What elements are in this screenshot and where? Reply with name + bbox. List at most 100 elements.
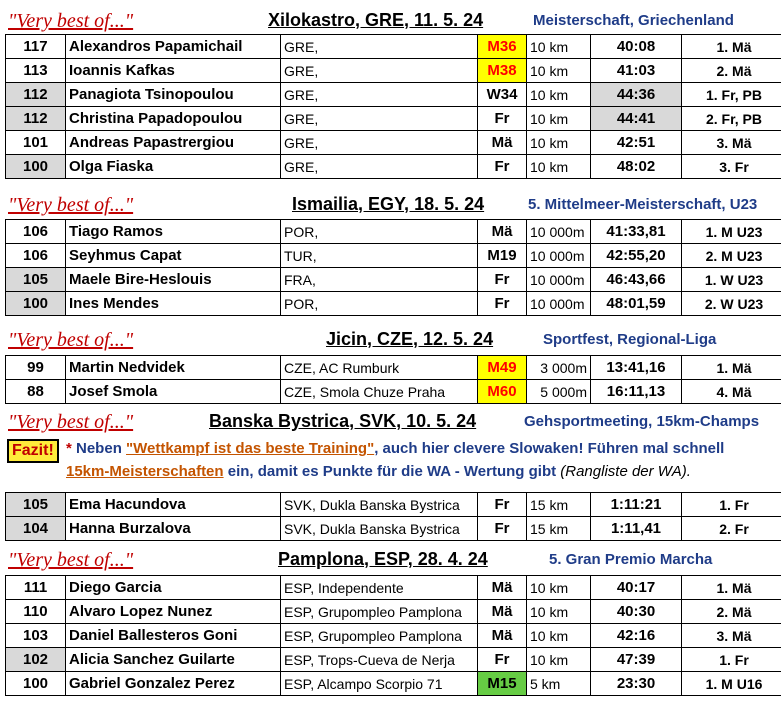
nation-club: TUR,: [280, 243, 478, 268]
nation-club: ESP, Trops-Cueva de Nerja: [280, 647, 478, 672]
section-header-jicin: "Very best of..." Jicin, CZE, 12. 5. 24 …: [0, 327, 781, 351]
category-badge: M15: [477, 671, 527, 696]
results-table-banska-bystrica: 105 Ema Hacundova SVK, Dukla Banska Byst…: [5, 492, 781, 541]
nation-club: ESP, Grupompleo Pamplona: [280, 623, 478, 648]
category-badge: Fr: [477, 516, 527, 541]
points-cell: 100: [5, 671, 66, 696]
section-header-xilokastro: "Very best of..." Xilokastro, GRE, 11. 5…: [0, 8, 781, 32]
category-badge: Mä: [477, 219, 527, 244]
nation-club: ESP, Alcampo Scorpio 71: [280, 671, 478, 696]
placing-cell: 2. Fr, PB: [681, 106, 781, 131]
nation-club: GRE,: [280, 106, 478, 131]
very-best-of-label: "Very best of...": [8, 329, 134, 351]
time-cell: 46:43,66: [590, 267, 682, 292]
distance-cell: 10 000m: [526, 219, 591, 244]
fazit-text-1: Neben: [71, 440, 127, 457]
points-cell: 105: [5, 492, 66, 517]
athlete-name: Alicia Sanchez Guilarte: [65, 647, 281, 672]
distance-cell: 5 000m: [526, 379, 591, 404]
athlete-name: Ines Mendes: [65, 291, 281, 316]
meet-event: Sportfest, Regional-Liga: [543, 331, 717, 348]
points-cell: 105: [5, 267, 66, 292]
nation-club: SVK, Dukla Banska Bystrica: [280, 492, 478, 517]
points-cell: 99: [5, 355, 66, 380]
section-header-banska-bystrica: "Very best of..." Banska Bystrica, SVK, …: [0, 409, 781, 433]
very-best-of-label: "Very best of...": [8, 411, 134, 433]
athlete-name: Hanna Burzalova: [65, 516, 281, 541]
distance-cell: 10 km: [526, 623, 591, 648]
category-badge: M38: [477, 58, 527, 83]
fazit-line-1: * Neben "Wettkampf ist das beste Trainin…: [66, 440, 724, 457]
placing-cell: 1. W U23: [681, 267, 781, 292]
distance-cell: 15 km: [526, 516, 591, 541]
meet-event: 5. Mittelmeer-Meisterschaft, U23: [528, 196, 758, 213]
athlete-name: Olga Fiaska: [65, 154, 281, 179]
time-cell: 42:16: [590, 623, 682, 648]
time-cell: 47:39: [590, 647, 682, 672]
fazit-link: 15km-Meisterschaften: [66, 463, 224, 480]
distance-cell: 10 000m: [526, 267, 591, 292]
points-cell: 103: [5, 623, 66, 648]
athlete-name: Alvaro Lopez Nunez: [65, 599, 281, 624]
nation-club: ESP, Independente: [280, 575, 478, 600]
time-cell: 16:11,13: [590, 379, 682, 404]
placing-cell: 3. Fr: [681, 154, 781, 179]
points-cell: 110: [5, 599, 66, 624]
meet-place: Ismailia, EGY, 18. 5. 24: [292, 194, 485, 214]
time-cell: 13:41,16: [590, 355, 682, 380]
distance-cell: 10 km: [526, 154, 591, 179]
table-row: 111 Diego Garcia ESP, Independente Mä 10…: [5, 575, 781, 600]
nation-club: FRA,: [280, 267, 478, 292]
category-badge: M36: [477, 34, 527, 59]
nation-club: ESP, Grupompleo Pamplona: [280, 599, 478, 624]
distance-cell: 10 km: [526, 106, 591, 131]
placing-cell: 2. Mä: [681, 599, 781, 624]
distance-cell: 10 km: [526, 82, 591, 107]
table-row: 100 Gabriel Gonzalez Perez ESP, Alcampo …: [5, 671, 781, 696]
distance-cell: 10 km: [526, 599, 591, 624]
results-table-jicin: 99 Martin Nedvidek CZE, AC Rumburk M49 3…: [5, 355, 781, 404]
placing-cell: 1. Fr: [681, 647, 781, 672]
athlete-name: Alexandros Papamichail: [65, 34, 281, 59]
placing-cell: 1. M U23: [681, 219, 781, 244]
distance-cell: 15 km: [526, 492, 591, 517]
distance-cell: 10 000m: [526, 291, 591, 316]
category-badge: M49: [477, 355, 527, 380]
time-cell: 48:01,59: [590, 291, 682, 316]
meet-event: Meisterschaft, Griechenland: [533, 12, 734, 29]
athlete-name: Andreas Papastrergiou: [65, 130, 281, 155]
section-header-pamplona: "Very best of..." Pamplona, ESP, 28. 4. …: [0, 547, 781, 571]
distance-cell: 10 km: [526, 647, 591, 672]
table-row: 101 Andreas Papastrergiou GRE, Mä 10 km …: [5, 130, 781, 155]
results-table-ismailia: 106 Tiago Ramos POR, Mä 10 000m 41:33,81…: [5, 219, 781, 316]
category-badge: Fr: [477, 106, 527, 131]
points-cell: 106: [5, 243, 66, 268]
table-row: 99 Martin Nedvidek CZE, AC Rumburk M49 3…: [5, 355, 781, 380]
table-row: 112 Christina Papadopoulou GRE, Fr 10 km…: [5, 106, 781, 131]
category-badge: M19: [477, 243, 527, 268]
meet-place: Jicin, CZE, 12. 5. 24: [326, 329, 494, 349]
athlete-name: Seyhmus Capat: [65, 243, 281, 268]
time-cell: 42:55,20: [590, 243, 682, 268]
table-row: 88 Josef Smola CZE, Smola Chuze Praha M6…: [5, 379, 781, 404]
time-cell: 41:03: [590, 58, 682, 83]
nation-club: POR,: [280, 219, 478, 244]
athlete-name: Daniel Ballesteros Goni: [65, 623, 281, 648]
time-cell: 42:51: [590, 130, 682, 155]
meet-place: Banska Bystrica, SVK, 10. 5. 24: [209, 411, 477, 431]
placing-cell: 1. Fr: [681, 492, 781, 517]
nation-club: SVK, Dukla Banska Bystrica: [280, 516, 478, 541]
category-badge: Mä: [477, 623, 527, 648]
athlete-name: Josef Smola: [65, 379, 281, 404]
placing-cell: 3. Mä: [681, 623, 781, 648]
very-best-of-label: "Very best of...": [8, 549, 134, 571]
table-row: 103 Daniel Ballesteros Goni ESP, Grupomp…: [5, 623, 781, 648]
time-cell: 40:30: [590, 599, 682, 624]
placing-cell: 2. Mä: [681, 58, 781, 83]
category-badge: Fr: [477, 492, 527, 517]
points-cell: 112: [5, 106, 66, 131]
category-badge: Mä: [477, 575, 527, 600]
athlete-name: Martin Nedvidek: [65, 355, 281, 380]
category-badge: Fr: [477, 154, 527, 179]
athlete-name: Panagiota Tsinopoulou: [65, 82, 281, 107]
